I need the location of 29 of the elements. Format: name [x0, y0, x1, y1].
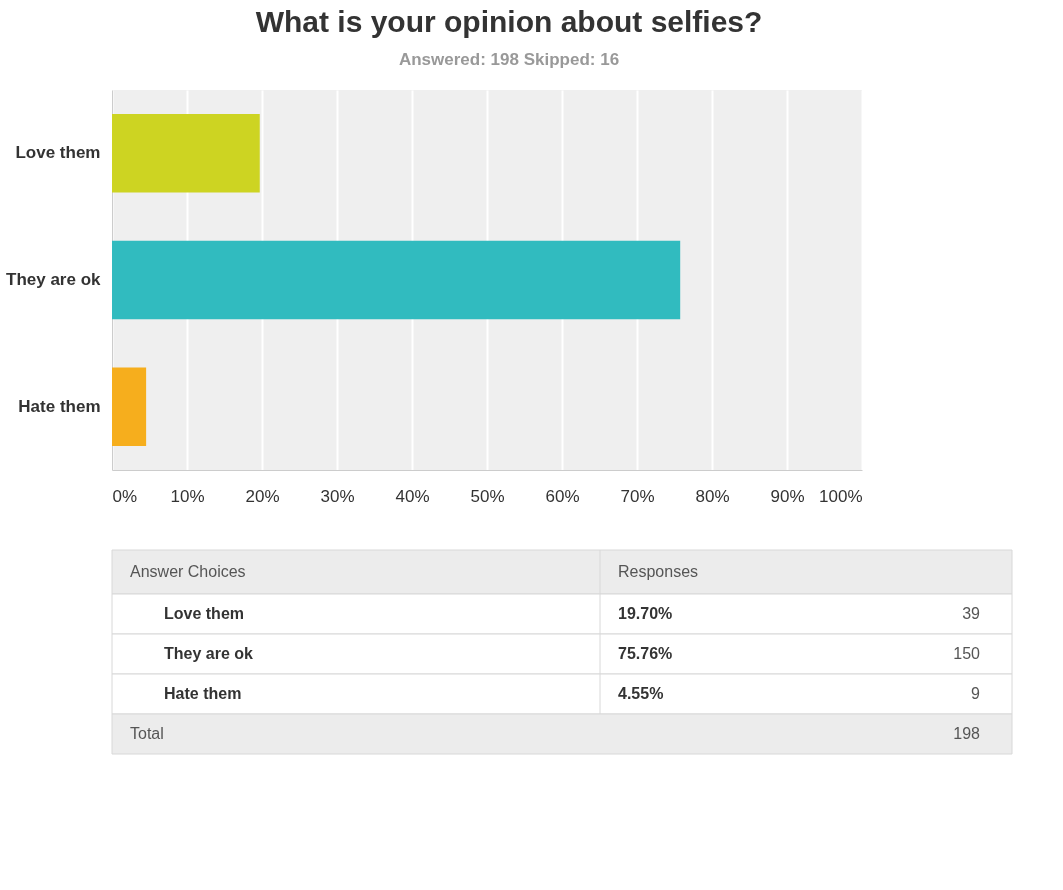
- text: 19.70%: [618, 605, 673, 622]
- x-tick-label: 30%: [320, 486, 355, 506]
- y-tick-label: Hate them: [18, 396, 101, 416]
- x-tick-label: 90%: [770, 486, 805, 506]
- x-tick-label: 0%: [112, 486, 138, 506]
- text: Answer Choices: [130, 563, 246, 580]
- x-tick-label: 80%: [695, 486, 730, 506]
- x-tick-label: 60%: [545, 486, 580, 506]
- text: 4.55%: [618, 685, 664, 702]
- text: 75.76%: [618, 645, 673, 662]
- text: Total: [130, 725, 164, 742]
- text: 9: [971, 685, 981, 702]
- x-tick-label: 50%: [470, 486, 505, 506]
- x-tick-label: 20%: [245, 486, 280, 506]
- x-tick-label: 40%: [395, 486, 430, 506]
- text: 39: [962, 605, 981, 622]
- category-label: Hate them: [164, 685, 242, 702]
- x-tick-label: 70%: [620, 486, 655, 506]
- x-tick-label: 100%: [819, 486, 863, 506]
- text: 198: [953, 725, 981, 742]
- x-tick-label: 10%: [170, 486, 205, 506]
- category-label: Love them: [164, 605, 245, 622]
- chart-title: What is your opinion about selfies?: [255, 5, 763, 38]
- y-tick-label: Love them: [15, 143, 101, 163]
- text: 150: [953, 645, 981, 662]
- y-tick-label: They are ok: [6, 270, 102, 289]
- text: Responses: [618, 563, 699, 580]
- category-label: They are ok: [164, 645, 253, 662]
- chart-subtitle: Answered: 198 Skipped: 16: [398, 50, 620, 69]
